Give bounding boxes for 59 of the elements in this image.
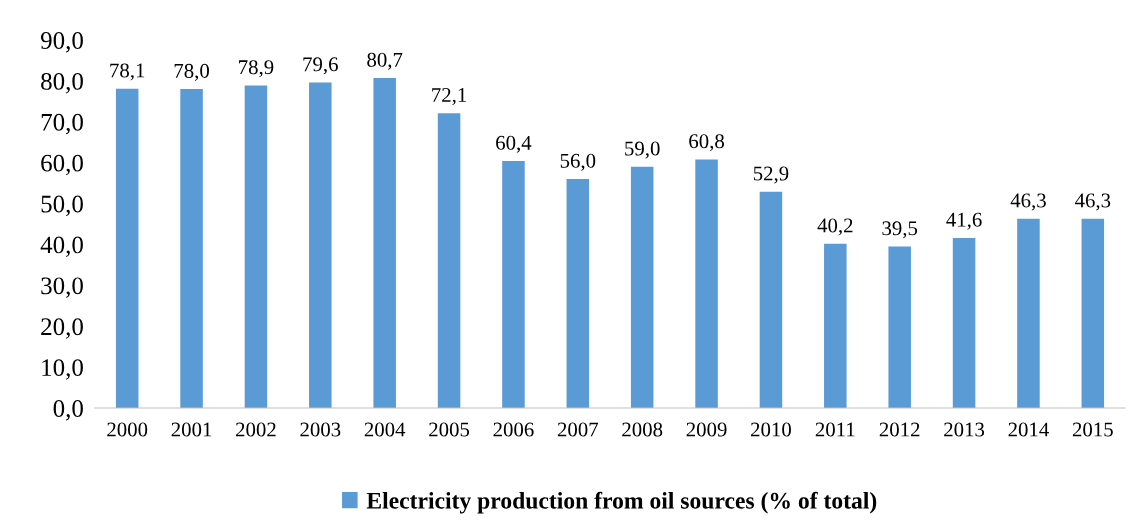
- x-tick-label: 2003: [300, 422, 341, 437]
- y-tick-label: 90,0: [40, 32, 83, 53]
- bar: [759, 191, 783, 408]
- x-tick-label: 2008: [622, 422, 663, 437]
- data-label: 59,0: [625, 141, 660, 159]
- y-tick-label: 30,0: [41, 277, 83, 298]
- bar: [502, 161, 525, 408]
- y-tick-label: 10,0: [42, 359, 83, 380]
- data-label: 72,1: [432, 88, 467, 106]
- data-label: 56,0: [560, 153, 596, 171]
- y-tick-label: 50,0: [41, 195, 83, 217]
- data-label: 46,3: [1074, 193, 1111, 211]
- data-label: 80,7: [367, 52, 403, 70]
- bar: [1017, 218, 1040, 408]
- data-label: 41,6: [946, 212, 982, 230]
- data-label: 46,3: [1010, 193, 1046, 211]
- bar: [309, 82, 332, 408]
- y-tick-label: 70,0: [41, 113, 83, 135]
- x-tick-label: 2000: [107, 422, 148, 437]
- bar: [373, 78, 396, 408]
- bar: [180, 89, 203, 408]
- x-tick-label: 2011: [815, 422, 855, 437]
- data-label: 52,9: [753, 166, 789, 184]
- x-tick-label: 2005: [429, 422, 470, 437]
- bar: [888, 246, 911, 408]
- data-label: 60,4: [496, 135, 532, 153]
- data-label: 60,8: [689, 134, 724, 152]
- bar: [1081, 218, 1105, 408]
- x-tick-label: 2004: [364, 422, 406, 437]
- data-label: 79,6: [303, 57, 338, 75]
- y-tick-label: 80,0: [41, 72, 83, 94]
- bar: [824, 243, 847, 408]
- x-tick-label: 2012: [879, 422, 920, 437]
- y-tick-label: 0,0: [53, 400, 83, 421]
- x-tick-label: 2010: [751, 422, 791, 437]
- x-tick-label: 2015: [1072, 422, 1113, 437]
- data-label: 39,5: [882, 221, 918, 239]
- bar: [952, 237, 976, 408]
- data-label: 40,2: [817, 218, 853, 236]
- x-tick-label: 2014: [1008, 422, 1049, 437]
- data-label: 78,0: [174, 63, 209, 81]
- bar: [566, 179, 590, 408]
- x-tick-label: 2013: [944, 422, 985, 437]
- x-tick-label: 2009: [686, 422, 727, 437]
- data-label: 78,1: [110, 63, 145, 81]
- bar: [437, 113, 461, 408]
- bar: [115, 88, 139, 408]
- bar: [244, 85, 268, 408]
- bar: [630, 166, 654, 408]
- y-tick-label: 20,0: [41, 318, 83, 339]
- y-tick-label: 60,0: [41, 154, 83, 176]
- x-tick-label: 2007: [557, 422, 599, 437]
- bar: [695, 159, 718, 408]
- x-tick-label: 2006: [493, 422, 534, 437]
- x-tick-label: 2002: [236, 422, 276, 437]
- x-tick-label: 2001: [171, 422, 212, 437]
- y-tick-label: 40,0: [40, 236, 83, 257]
- legend-label: Electricity production from oil sources (% of total): [366, 491, 877, 514]
- data-label: 78,9: [239, 60, 274, 78]
